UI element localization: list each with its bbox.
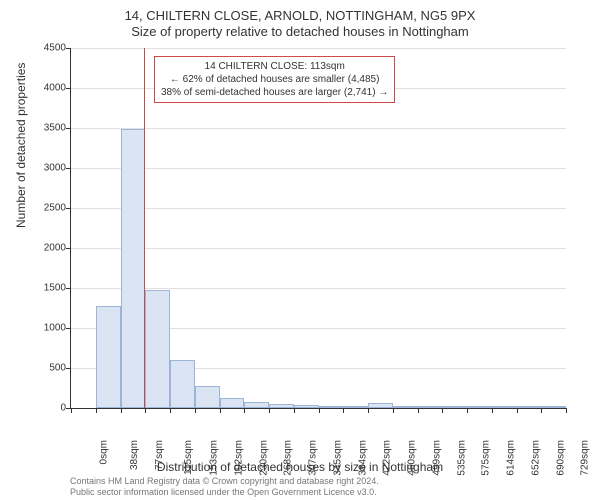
x-tick-mark xyxy=(145,408,146,413)
chart-plot-area: 0500100015002000250030003500400045000sqm… xyxy=(70,48,566,409)
x-tick-mark xyxy=(418,408,419,413)
histogram-bar xyxy=(294,405,319,408)
x-tick-mark xyxy=(467,408,468,413)
histogram-bar xyxy=(121,129,146,408)
gridline xyxy=(71,128,566,129)
y-tick-label: 2000 xyxy=(31,243,66,254)
y-tick-label: 3500 xyxy=(31,123,66,134)
x-tick-mark xyxy=(170,408,171,413)
annotation-line: ← 62% of detached houses are smaller (4,… xyxy=(161,73,388,86)
gridline xyxy=(71,208,566,209)
histogram-bar xyxy=(170,360,195,408)
histogram-bar xyxy=(220,398,245,408)
histogram-bar xyxy=(467,406,492,408)
reference-line xyxy=(144,48,145,408)
y-tick-label: 2500 xyxy=(31,203,66,214)
x-tick-mark xyxy=(71,408,72,413)
x-tick-mark xyxy=(442,408,443,413)
annotation-line: 14 CHILTERN CLOSE: 113sqm xyxy=(161,60,388,73)
x-axis-label: Distribution of detached houses by size … xyxy=(0,460,600,474)
chart-subtitle: Size of property relative to detached ho… xyxy=(0,24,600,39)
histogram-bar xyxy=(418,406,443,408)
y-tick-mark xyxy=(66,248,71,249)
x-tick-mark xyxy=(368,408,369,413)
annotation-line: 38% of semi-detached houses are larger (… xyxy=(161,86,388,99)
x-tick-mark xyxy=(220,408,221,413)
y-tick-mark xyxy=(66,168,71,169)
histogram-bar xyxy=(368,403,393,408)
credit-text: Contains HM Land Registry data © Crown c… xyxy=(70,476,379,498)
x-tick-mark xyxy=(269,408,270,413)
y-tick-mark xyxy=(66,368,71,369)
x-tick-mark xyxy=(541,408,542,413)
y-tick-label: 1500 xyxy=(31,283,66,294)
histogram-bar xyxy=(195,386,220,408)
histogram-bar xyxy=(442,406,467,408)
histogram-bar xyxy=(541,406,566,408)
gridline xyxy=(71,248,566,249)
histogram-bar xyxy=(145,290,170,408)
annotation-box: 14 CHILTERN CLOSE: 113sqm← 62% of detach… xyxy=(154,56,395,103)
x-tick-mark xyxy=(343,408,344,413)
y-axis-label: Number of detached properties xyxy=(14,63,28,228)
histogram-bar xyxy=(319,406,344,408)
gridline xyxy=(71,48,566,49)
credit-line-2: Public sector information licensed under… xyxy=(70,487,379,498)
histogram-bar xyxy=(492,406,517,408)
gridline xyxy=(71,288,566,289)
y-tick-mark xyxy=(66,88,71,89)
x-tick-mark xyxy=(294,408,295,413)
histogram-bar xyxy=(517,406,542,408)
y-tick-mark xyxy=(66,48,71,49)
histogram-bar xyxy=(96,306,121,408)
histogram-bar xyxy=(269,404,294,408)
x-tick-mark xyxy=(319,408,320,413)
histogram-bar xyxy=(343,406,368,408)
y-tick-label: 0 xyxy=(31,403,66,414)
x-tick-mark xyxy=(492,408,493,413)
x-tick-mark xyxy=(195,408,196,413)
x-tick-mark xyxy=(393,408,394,413)
y-tick-label: 3000 xyxy=(31,163,66,174)
y-tick-label: 500 xyxy=(31,363,66,374)
chart-title: 14, CHILTERN CLOSE, ARNOLD, NOTTINGHAM, … xyxy=(0,8,600,23)
histogram-bar xyxy=(244,402,269,408)
histogram-bar xyxy=(393,406,418,408)
x-tick-mark xyxy=(121,408,122,413)
x-tick-mark xyxy=(96,408,97,413)
y-tick-mark xyxy=(66,288,71,289)
x-tick-mark xyxy=(566,408,567,413)
credit-line-1: Contains HM Land Registry data © Crown c… xyxy=(70,476,379,487)
x-tick-mark xyxy=(517,408,518,413)
y-tick-label: 4500 xyxy=(31,43,66,54)
y-tick-mark xyxy=(66,208,71,209)
y-tick-mark xyxy=(66,128,71,129)
y-tick-label: 4000 xyxy=(31,83,66,94)
x-tick-mark xyxy=(244,408,245,413)
gridline xyxy=(71,168,566,169)
y-tick-label: 1000 xyxy=(31,323,66,334)
y-tick-mark xyxy=(66,328,71,329)
